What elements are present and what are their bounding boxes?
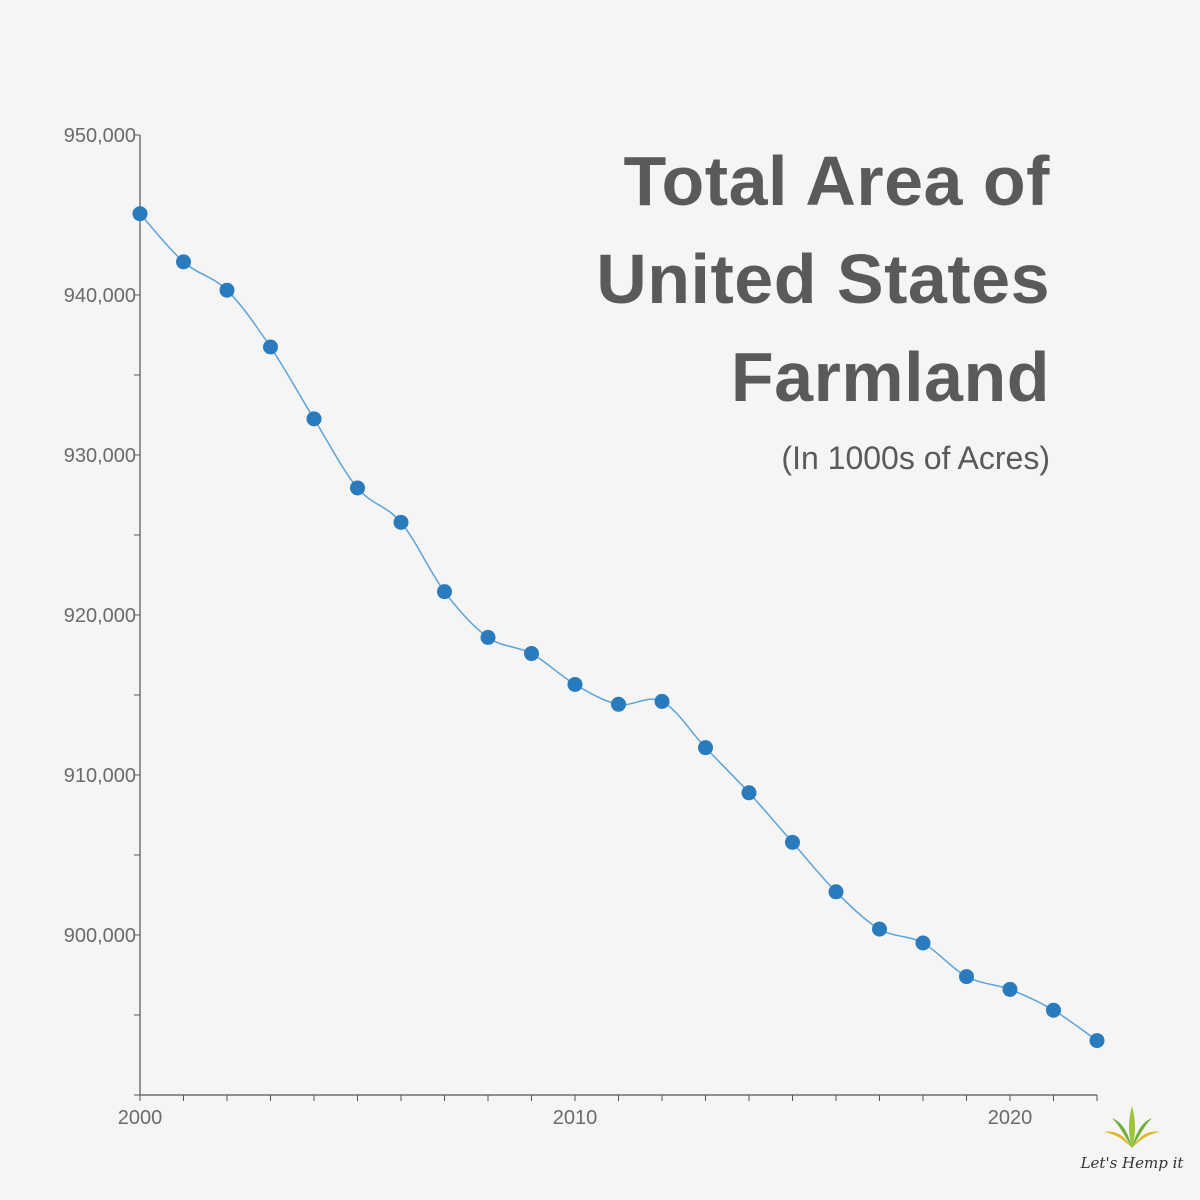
data-point <box>611 696 626 712</box>
data-point <box>828 884 844 900</box>
data-point <box>1002 981 1018 997</box>
data-point <box>698 740 713 756</box>
data-point <box>654 693 670 709</box>
data-point <box>263 339 278 355</box>
y-tick-label: 950,000 <box>64 125 136 147</box>
x-tick-label: 2020 <box>988 1107 1033 1129</box>
data-point <box>785 834 800 850</box>
chart-title-line-3: Farmland <box>730 338 1050 416</box>
data-point <box>306 411 322 427</box>
data-point <box>437 584 452 600</box>
chart-title-line-2: United States <box>596 240 1050 318</box>
data-point <box>1089 1033 1105 1049</box>
y-tick-label: 900,000 <box>64 925 136 947</box>
data-point <box>915 935 931 951</box>
chart-subtitle: (In 1000s of Acres) <box>781 440 1050 476</box>
data-point <box>132 206 148 222</box>
data-point <box>480 629 496 645</box>
data-point <box>872 921 887 937</box>
data-point <box>350 480 365 496</box>
tick-labels: 950,000 940,000 930,000 920,000 910,000 900,0… <box>64 125 1033 1129</box>
data-point <box>959 969 974 985</box>
data-point <box>1046 1002 1061 1018</box>
chart-title-block: Total Area of United States Farmland (In… <box>596 132 1050 477</box>
data-point <box>567 676 583 692</box>
x-tick-label: 2010 <box>553 1107 598 1129</box>
data-point <box>741 785 757 801</box>
y-tick-label: 910,000 <box>64 765 136 787</box>
x-tick-label: 2000 <box>118 1107 163 1129</box>
data-point <box>176 254 191 270</box>
y-tick-label: 930,000 <box>64 445 136 467</box>
hemp-leaf-icon <box>1104 1106 1160 1148</box>
brand-logo: Let's Hemp it <box>1078 1104 1186 1184</box>
data-point <box>524 646 539 662</box>
y-tick-label: 920,000 <box>64 605 136 627</box>
data-point <box>393 514 409 530</box>
data-points <box>132 206 1105 1049</box>
logo-text: Let's Hemp it <box>1080 1154 1184 1172</box>
data-point <box>219 282 235 298</box>
y-tick-label: 940,000 <box>64 285 136 307</box>
chart-title-line-1: Total Area of <box>623 142 1050 220</box>
